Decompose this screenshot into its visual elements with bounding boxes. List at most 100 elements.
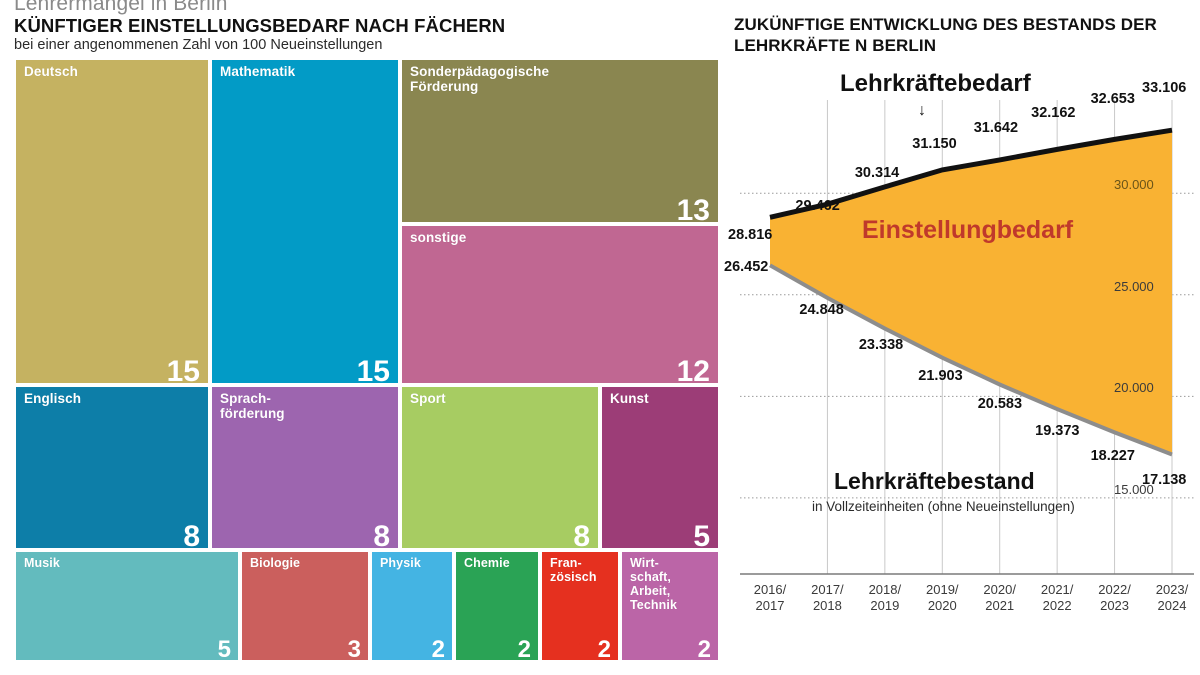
chart-svg: [740, 100, 1194, 575]
lehrkraeftebedarf-line: [769, 127, 1173, 220]
right-headline: ZUKÜNFTIGE ENTWICKLUNG DES BESTANDS DER …: [734, 15, 1157, 56]
treemap-cell-value: 3: [347, 636, 361, 662]
x-tick-label-top: 2017/: [811, 582, 844, 597]
treemap-cell[interactable]: Kunst 5: [600, 385, 720, 550]
lehrkraeftebestand-subtitle: in Vollzeiteinheiten (ohne Neueinstellun…: [812, 499, 1075, 514]
x-tick-label-top: 2022/: [1098, 582, 1131, 597]
einstellungbedarf-title: Einstellungbedarf: [862, 216, 1074, 244]
x-tick-label: 2018/2019: [858, 582, 912, 615]
bedarf-value-label: 31.642: [973, 119, 1019, 136]
treemap-cell[interactable]: Sprach-förderung 8: [210, 385, 400, 550]
treemap-cell[interactable]: Physik 2: [370, 550, 454, 662]
treemap-cell-value: 8: [373, 520, 390, 550]
bestand-value-label: 19.373: [1035, 423, 1080, 440]
bedarf-value-label: 32.653: [1090, 91, 1135, 108]
bedarf-value-label: 32.162: [1031, 105, 1076, 122]
y-gridline-label: 15.000: [1114, 481, 1154, 497]
treemap-cell-value: 15: [166, 355, 200, 385]
treemap-cell-label: Fran-zösisch: [550, 556, 597, 584]
x-tick-label-bottom: 2019: [870, 598, 900, 614]
treemap-cell[interactable]: Wirt-schaft, Arbeit, Technik 2: [620, 550, 720, 662]
treemap-cell-label: Mathematik: [220, 64, 296, 79]
x-tick-label: 2016/2017: [743, 582, 797, 615]
treemap-cell-value: 13: [676, 194, 710, 224]
x-tick-label: 2021/2022: [1030, 582, 1084, 615]
right-panel-areachart: ZUKÜNFTIGE ENTWICKLUNG DES BESTANDS DER …: [722, 0, 1200, 675]
treemap-cell[interactable]: sonstige 12: [400, 224, 720, 385]
treemap-cell-value: 15: [356, 355, 390, 385]
treemap-cell[interactable]: Sonderpädagogische Förderung 13: [400, 58, 720, 224]
bestand-value-label: 17.138: [1142, 472, 1187, 489]
x-tick-label-bottom: 2021: [985, 598, 1015, 614]
bedarf-value-label: 28.816: [728, 227, 773, 244]
treemap-cell-value: 2: [597, 636, 611, 662]
x-tick-label-top: 2019/: [926, 582, 959, 597]
treemap: Deutsch 15 Mathematik 15 Sonderpädagogische F…: [14, 58, 720, 662]
treemap-cell-label: Kunst: [610, 391, 649, 406]
treemap-cell[interactable]: Musik 5: [14, 550, 240, 662]
treemap-cell[interactable]: Chemie 2: [454, 550, 540, 662]
treemap-cell-label: Sprach-förderung: [220, 391, 285, 422]
treemap-cell-label: Deutsch: [24, 64, 78, 79]
treemap-cell-label: Musik: [24, 556, 60, 570]
x-tick-label-bottom: 2020: [927, 598, 957, 614]
down-arrow-icon: ↓: [918, 102, 926, 119]
y-gridline-label: 30.000: [1114, 177, 1154, 193]
x-tick-label-top: 2021/: [1040, 582, 1074, 597]
kicker-text: Lehrermangel in Berlin: [14, 0, 228, 15]
bedarf-value-label: 29.462: [795, 198, 840, 215]
bestand-value-label: 24.848: [799, 301, 844, 318]
x-tick-label: 2020/2021: [973, 582, 1027, 615]
area-chart: 28.816 29.462 30.314 31.150 31.642 32.162 32.6…: [722, 62, 1200, 622]
treemap-cell-label: Englisch: [24, 391, 82, 406]
treemap-cell-label: Sonderpädagogische Förderung: [410, 64, 550, 95]
einstellungbedarf-area: [770, 130, 1172, 455]
bestand-value-label: 23.338: [858, 336, 904, 353]
bestand-value-label: 26.452: [724, 259, 769, 276]
x-tick-label-bottom: 2024: [1157, 598, 1187, 614]
bedarf-value-label: 31.150: [912, 135, 957, 152]
x-tick-label: 2017/2018: [800, 582, 854, 615]
treemap-cell[interactable]: Mathematik 15: [210, 58, 400, 385]
treemap-cell-value: 8: [183, 520, 200, 550]
treemap-cell-value: 5: [693, 520, 710, 550]
treemap-cell[interactable]: Fran-zösisch 2: [540, 550, 620, 662]
lehrkraeftebestand-title: Lehrkräftebestand: [834, 468, 1035, 494]
left-headline: KÜNFTIGER EINSTELLUNGSBEDARF NACH FÄCHER…: [14, 15, 506, 36]
bedarf-value-label: 33.106: [1142, 80, 1187, 97]
treemap-cell[interactable]: Biologie 3: [240, 550, 370, 662]
bestand-value-label: 20.583: [977, 396, 1023, 413]
treemap-cell-value: 5: [217, 636, 231, 662]
treemap-cell-value: 8: [573, 520, 590, 550]
treemap-cell[interactable]: Englisch 8: [14, 385, 210, 550]
lehrkraeftebestand-line: [769, 263, 1173, 457]
treemap-cell-label: Chemie: [464, 556, 510, 570]
y-gridline-label: 25.000: [1114, 278, 1154, 294]
treemap-cell[interactable]: Sport 8: [400, 385, 600, 550]
treemap-cell-label: Wirt-schaft, Arbeit, Technik: [630, 556, 678, 612]
treemap-cell-value: 12: [676, 355, 710, 385]
treemap-cell[interactable]: Deutsch 15: [14, 58, 210, 385]
x-tick-label-bottom: 2018: [812, 598, 842, 614]
treemap-cell-value: 2: [697, 636, 711, 662]
x-tick-label-top: 2020/: [983, 582, 1016, 597]
treemap-cell-value: 2: [517, 636, 531, 662]
treemap-cell-label: sonstige: [410, 230, 467, 245]
bedarf-value-label: 30.314: [854, 164, 900, 181]
y-gridline-label: 20.000: [1114, 380, 1154, 396]
x-tick-label: 2022/2023: [1088, 582, 1142, 615]
x-tick-label: 2023/2024: [1145, 582, 1199, 615]
bestand-value-label: 21.903: [918, 367, 963, 384]
lehrkraeftebedarf-title: Lehrkräftebedarf: [840, 70, 1031, 97]
x-tick-label-top: 2016/: [753, 582, 787, 597]
treemap-cell-value: 2: [431, 636, 445, 662]
bestand-value-label: 18.227: [1090, 448, 1135, 465]
x-tick-label-bottom: 2017: [755, 598, 785, 614]
x-tick-label: 2019/2020: [915, 582, 969, 615]
treemap-cell-label: Sport: [410, 391, 446, 406]
treemap-cell-label: Physik: [380, 556, 421, 570]
left-subtitle: bei einer angenommenen Zahl von 100 Neue…: [14, 37, 383, 53]
x-tick-label-top: 2018/: [868, 582, 902, 597]
x-tick-label-top: 2023/: [1155, 582, 1189, 597]
